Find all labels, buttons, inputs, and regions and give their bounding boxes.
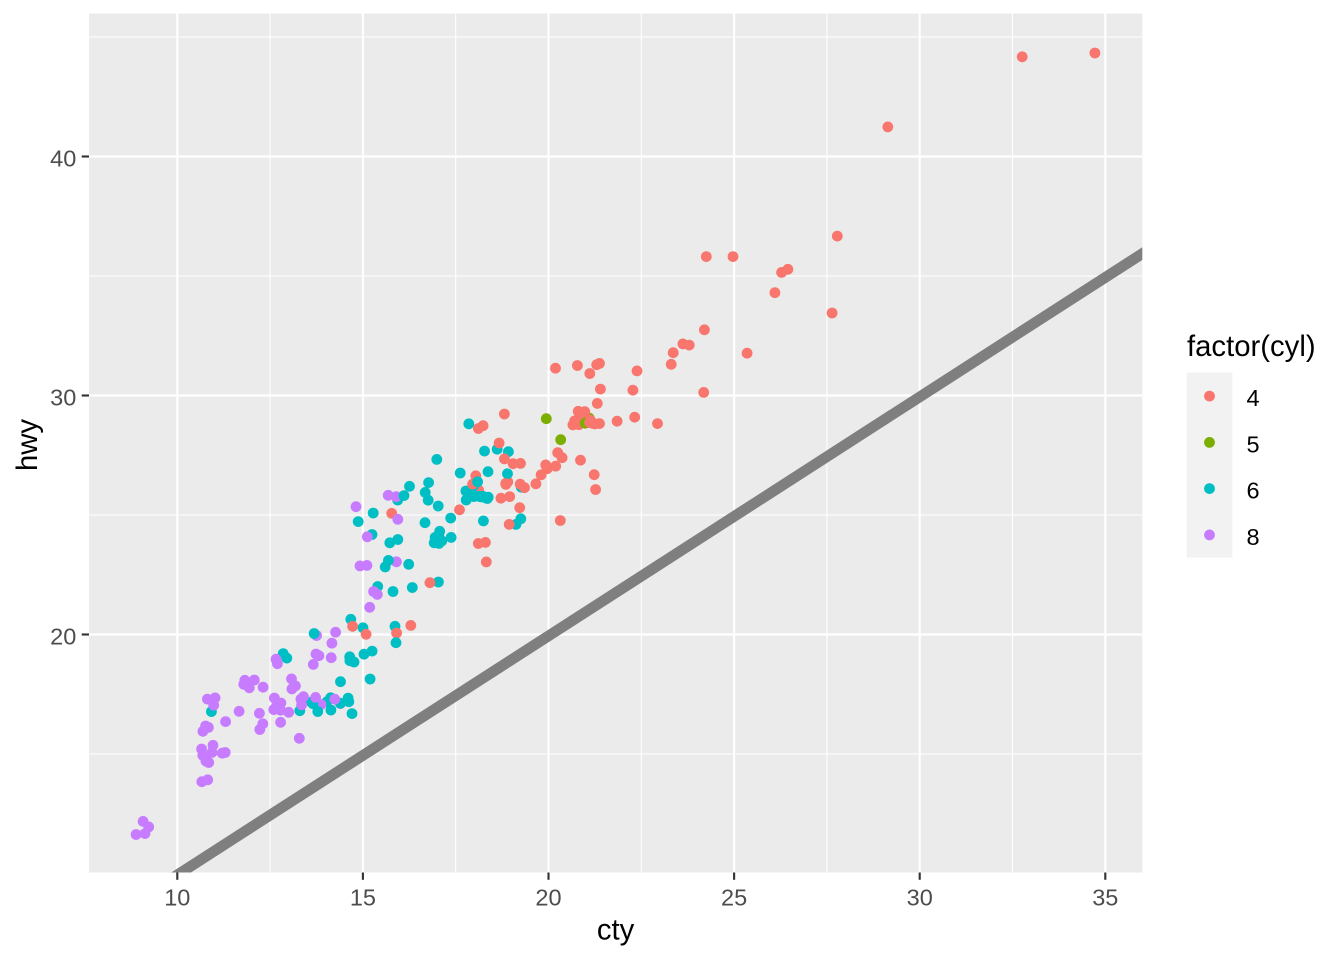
- svg-text:20: 20: [50, 624, 76, 650]
- svg-text:5: 5: [1247, 432, 1260, 458]
- svg-text:6: 6: [1247, 478, 1260, 504]
- svg-text:factor(cyl): factor(cyl): [1187, 330, 1316, 363]
- svg-text:25: 25: [721, 885, 747, 911]
- svg-text:30: 30: [907, 885, 933, 911]
- svg-text:30: 30: [50, 385, 76, 411]
- svg-text:15: 15: [350, 885, 376, 911]
- svg-text:40: 40: [50, 146, 76, 172]
- svg-text:hwy: hwy: [11, 419, 44, 471]
- svg-text:4: 4: [1247, 385, 1260, 411]
- svg-text:20: 20: [535, 885, 561, 911]
- svg-text:8: 8: [1247, 524, 1260, 550]
- svg-text:10: 10: [164, 885, 190, 911]
- svg-text:cty: cty: [597, 914, 635, 947]
- svg-text:35: 35: [1092, 885, 1118, 911]
